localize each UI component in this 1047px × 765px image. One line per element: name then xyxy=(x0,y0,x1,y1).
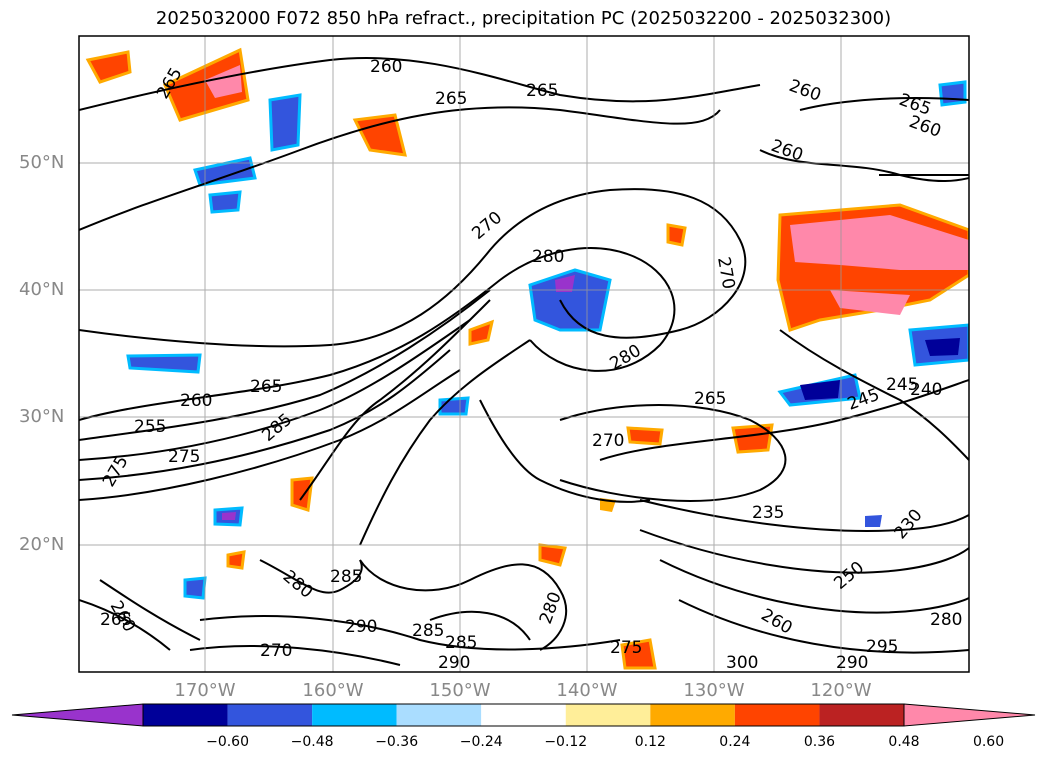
colorbar-frame xyxy=(142,703,905,727)
refractivity-contours xyxy=(79,57,969,666)
contour-label: 285 xyxy=(330,567,362,587)
contour-label: 245 xyxy=(886,375,918,395)
lat-label-50n: 50°N xyxy=(19,152,65,173)
colorbar-segment xyxy=(734,704,820,726)
colorbar-segment xyxy=(481,704,566,726)
contour-label: 285 xyxy=(445,633,477,653)
colorbar-tick-label: 0.24 xyxy=(719,734,751,750)
colorbar-tick-label: −0.60 xyxy=(206,734,249,750)
contour-label: 235 xyxy=(752,503,784,523)
contour-label: 265 xyxy=(526,81,558,101)
lat-label-30n: 30°N xyxy=(19,406,65,427)
colorbar-tick-label: 0.12 xyxy=(634,734,666,750)
colorbar-max-arrow xyxy=(903,703,1036,727)
contour-label: 270 xyxy=(592,431,624,451)
lon-label-130w: 130°W xyxy=(683,680,745,701)
colorbar-tick-label: 0.60 xyxy=(972,734,1005,750)
colorbar-segment xyxy=(650,704,735,726)
contour-label: 255 xyxy=(134,417,166,437)
colorbar-tick-label: −0.24 xyxy=(459,734,503,750)
contour-label: 300 xyxy=(726,653,758,673)
contour-label: 275 xyxy=(168,447,200,467)
contour-label: 265 xyxy=(435,89,467,109)
contour-label: 290 xyxy=(836,653,868,673)
colorbar-segment xyxy=(143,704,228,726)
colorbar-segment xyxy=(312,704,397,726)
lat-label-40n: 40°N xyxy=(19,279,65,300)
contour-label: 270 xyxy=(260,641,292,661)
lat-label-20n: 20°N xyxy=(19,534,65,555)
contour-label: 260 xyxy=(370,57,402,77)
contour-label: 240 xyxy=(910,380,942,400)
precipitation-fill xyxy=(85,47,969,670)
colorbar-tick-label: −0.48 xyxy=(290,734,334,750)
contour-label: 275 xyxy=(610,638,642,658)
lon-label-140w: 140°W xyxy=(556,680,618,701)
lon-label-160w: 160°W xyxy=(302,680,364,701)
contour-label: 290 xyxy=(438,653,470,673)
colorbar-tick-label: −0.12 xyxy=(544,734,588,750)
colorbar-segment xyxy=(396,704,482,726)
colorbar-segment xyxy=(565,704,651,726)
colorbar-segment xyxy=(819,704,904,726)
contour-label: 290 xyxy=(345,617,377,637)
lon-label-120w: 120°W xyxy=(810,680,872,701)
colorbar-tick-label: 0.36 xyxy=(803,734,836,750)
contour-label: 260 xyxy=(180,391,212,411)
colorbar xyxy=(11,703,1036,727)
contour-label: 285 xyxy=(412,621,444,641)
colorbar-min-arrow xyxy=(11,703,144,727)
contour-label: 265 xyxy=(250,377,282,397)
colorbar-segment xyxy=(227,704,313,726)
colorbar-tick-label: 0.48 xyxy=(888,734,920,750)
lon-label-170w: 170°W xyxy=(174,680,236,701)
plot-frame xyxy=(78,35,970,673)
colorbar-tick-label: −0.36 xyxy=(375,734,419,750)
contour-label: 280 xyxy=(532,247,564,267)
contour-label: 280 xyxy=(930,610,962,630)
contour-label: 295 xyxy=(866,637,898,657)
map-title: 2025032000 F072 850 hPa refract., precip… xyxy=(155,8,892,29)
grid-lines xyxy=(79,36,969,672)
contour-label: 265 xyxy=(100,610,132,630)
lon-label-150w: 150°W xyxy=(429,680,491,701)
contour-label: 265 xyxy=(694,389,726,409)
